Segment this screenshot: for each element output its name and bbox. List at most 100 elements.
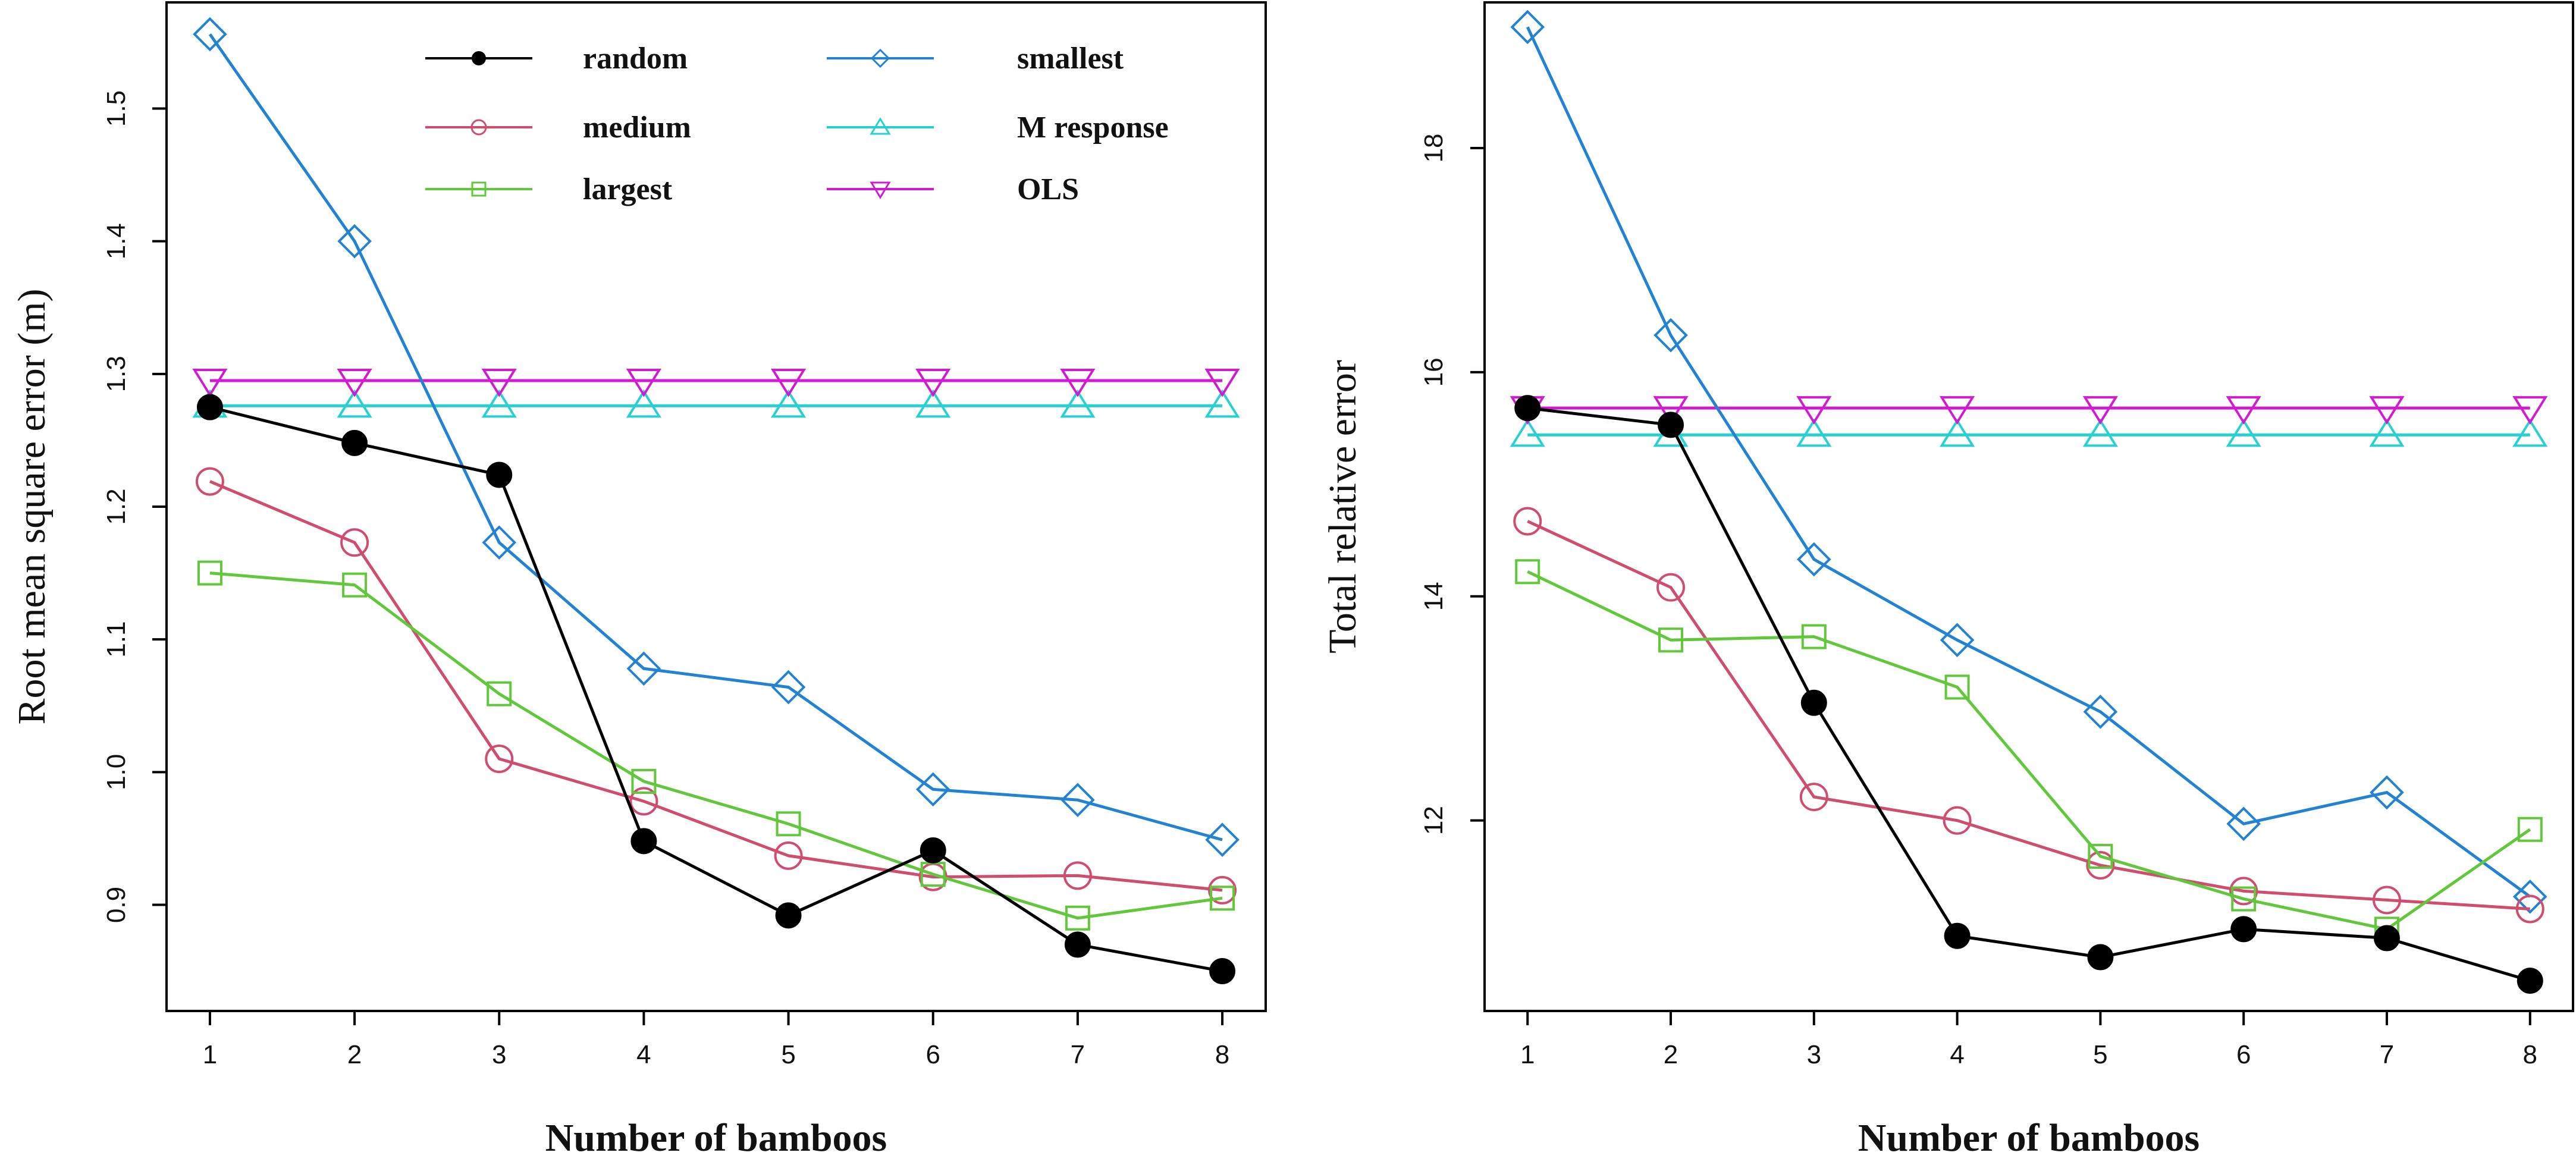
point-random: [2517, 968, 2543, 994]
point-largest: [2088, 843, 2113, 869]
point-largest: [1065, 905, 1090, 931]
point-medium: [485, 745, 514, 773]
point-smallest: [2083, 695, 2118, 729]
point-medium: [2229, 877, 2258, 906]
series-smallest: [193, 17, 1240, 857]
point-smallest: [2512, 879, 2547, 914]
point-ols: [915, 369, 951, 397]
x-tick-label: 1: [1520, 1040, 1535, 1069]
x-axis-title: Number of bamboos: [1858, 1116, 2200, 1160]
point-largest: [197, 560, 222, 586]
point-ols: [626, 369, 662, 397]
point-largest: [1944, 674, 1970, 700]
point-ols: [1796, 396, 1832, 425]
point-random: [1944, 922, 1971, 949]
point-m-response: [1060, 389, 1096, 418]
y-tick-label: 18: [1419, 134, 1448, 163]
legend-label-smallest: smallest: [1017, 42, 1124, 76]
point-smallest: [1205, 822, 1240, 857]
legend-marker-medium: [470, 119, 487, 136]
legend-marker-random: [472, 51, 486, 65]
point-m-response: [1204, 389, 1240, 418]
y-tick-label: 1.4: [102, 223, 131, 259]
point-m-response: [2226, 418, 2261, 447]
x-tick-label: 6: [925, 1040, 940, 1069]
x-axis-title: Number of bamboos: [545, 1116, 887, 1160]
x-tick-label: 4: [636, 1040, 651, 1069]
point-ols: [2512, 396, 2548, 425]
series-largest: [1515, 559, 2543, 942]
point-medium: [2515, 894, 2544, 924]
point-random: [775, 902, 802, 929]
point-m-response: [1796, 418, 1832, 447]
series-m-response: [192, 389, 1240, 418]
point-medium: [1943, 806, 1972, 835]
x-tick-label: 8: [2523, 1040, 2537, 1069]
y-tick-label: 1.3: [102, 356, 131, 392]
point-medium: [1513, 507, 1542, 536]
point-ols: [1204, 369, 1240, 397]
point-m-response: [337, 389, 372, 418]
point-random: [1514, 395, 1541, 422]
point-ols: [2226, 396, 2261, 425]
legend-marker-m-response: [870, 117, 891, 135]
point-largest: [1515, 559, 1540, 585]
point-random: [2087, 944, 2114, 971]
y-tick-label: 1.0: [102, 754, 131, 790]
point-random: [630, 828, 657, 855]
x-tick-label: 7: [2380, 1040, 2394, 1069]
series-line-smallest: [208, 33, 1223, 841]
legend-marker-smallest: [870, 48, 890, 68]
series-ols: [192, 369, 1240, 397]
point-medium: [1656, 573, 1686, 602]
point-smallest: [1940, 623, 1975, 658]
point-smallest: [2370, 775, 2404, 810]
point-random: [2373, 925, 2400, 952]
point-random: [2230, 916, 2257, 943]
point-smallest: [482, 525, 517, 560]
legend-label-medium: medium: [583, 111, 691, 145]
point-smallest: [1060, 783, 1095, 818]
point-medium: [774, 841, 803, 870]
series-smallest: [1510, 10, 2547, 914]
point-largest: [2517, 817, 2543, 842]
point-largest: [342, 572, 368, 598]
point-ols: [481, 369, 517, 397]
point-m-response: [626, 389, 662, 418]
point-m-response: [2512, 418, 2548, 447]
point-ols: [2369, 396, 2405, 425]
legend-label-ols: OLS: [1017, 172, 1079, 206]
point-medium: [2086, 851, 2115, 880]
y-axis-title: Total relative error: [1321, 360, 1364, 654]
point-medium: [340, 528, 369, 557]
point-random: [1658, 412, 1684, 438]
series-medium: [1513, 507, 2544, 924]
point-m-response: [2082, 418, 2118, 447]
legend: random medium largest smallest M response OLS: [425, 42, 1169, 206]
point-m-response: [2369, 418, 2405, 447]
y-tick-label: 12: [1419, 806, 1448, 835]
point-ols: [1060, 369, 1096, 397]
y-tick-label: 14: [1419, 582, 1448, 611]
point-smallest: [1510, 10, 1545, 45]
y-tick-label: 1.5: [102, 90, 131, 127]
point-smallest: [915, 772, 950, 807]
series-line-random: [1527, 406, 2531, 982]
series-line-random: [209, 406, 1223, 973]
point-m-response: [1940, 418, 1975, 447]
point-m-response: [1510, 418, 1545, 447]
series-line-largest: [1527, 570, 2531, 931]
y-tick-label: 0.9: [102, 887, 131, 923]
x-tick-label: 3: [1807, 1040, 1821, 1069]
series-line-smallest: [1526, 26, 2531, 898]
point-largest: [1658, 627, 1684, 653]
series-line-medium: [209, 480, 1223, 892]
x-tick-label: 7: [1071, 1040, 1085, 1069]
point-ols: [192, 369, 228, 397]
point-medium: [1208, 875, 1237, 905]
point-medium: [195, 467, 224, 496]
point-random: [486, 461, 513, 488]
rmse-chart-panel: 1 2 3 4 5 6 7 8 0.9 1.0 1.1 1.2 1.3 1.4 1.5 Number of b…: [10, 1, 1267, 1160]
